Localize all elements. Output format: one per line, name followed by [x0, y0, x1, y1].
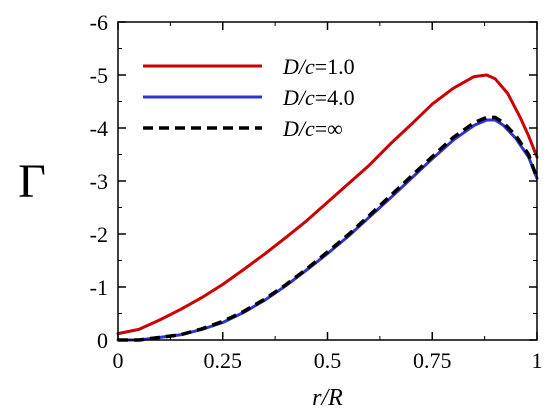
- legend-label-1: D/c=1.0: [282, 54, 355, 79]
- legend: D/c=1.0 D/c=4.0 D/c=∞: [143, 54, 355, 141]
- x-tick-label: 1: [532, 348, 543, 373]
- y-tick-label: -2: [90, 222, 108, 247]
- x-tick-label: 0.25: [204, 348, 243, 373]
- x-axis-label: r/R: [312, 385, 343, 411]
- y-axis-label: Γ: [18, 155, 46, 208]
- y-tick-label: -6: [90, 10, 108, 35]
- y-tick-label: -4: [90, 116, 108, 141]
- series-line-2: [116, 118, 539, 342]
- x-tick-label: 0.5: [314, 348, 342, 373]
- x-tick-label: 0: [113, 348, 124, 373]
- y-tick-label: 0: [97, 328, 108, 353]
- y-tick-label: -5: [90, 63, 108, 88]
- plot-series: [116, 73, 539, 342]
- y-tick-label: -1: [90, 275, 108, 300]
- y-tick-label: -3: [90, 169, 108, 194]
- x-tick-label: 0.75: [413, 348, 452, 373]
- legend-label-3: D/c=∞: [282, 116, 343, 141]
- series-line-1: [116, 73, 539, 336]
- series-line-3: [118, 115, 539, 342]
- x-ticks: 0 0.25 0.5 0.75 1: [113, 22, 543, 373]
- legend-label-2: D/c=4.0: [282, 85, 355, 110]
- y-ticks: 0 -1 -2 -3 -4 -5 -6: [90, 10, 537, 353]
